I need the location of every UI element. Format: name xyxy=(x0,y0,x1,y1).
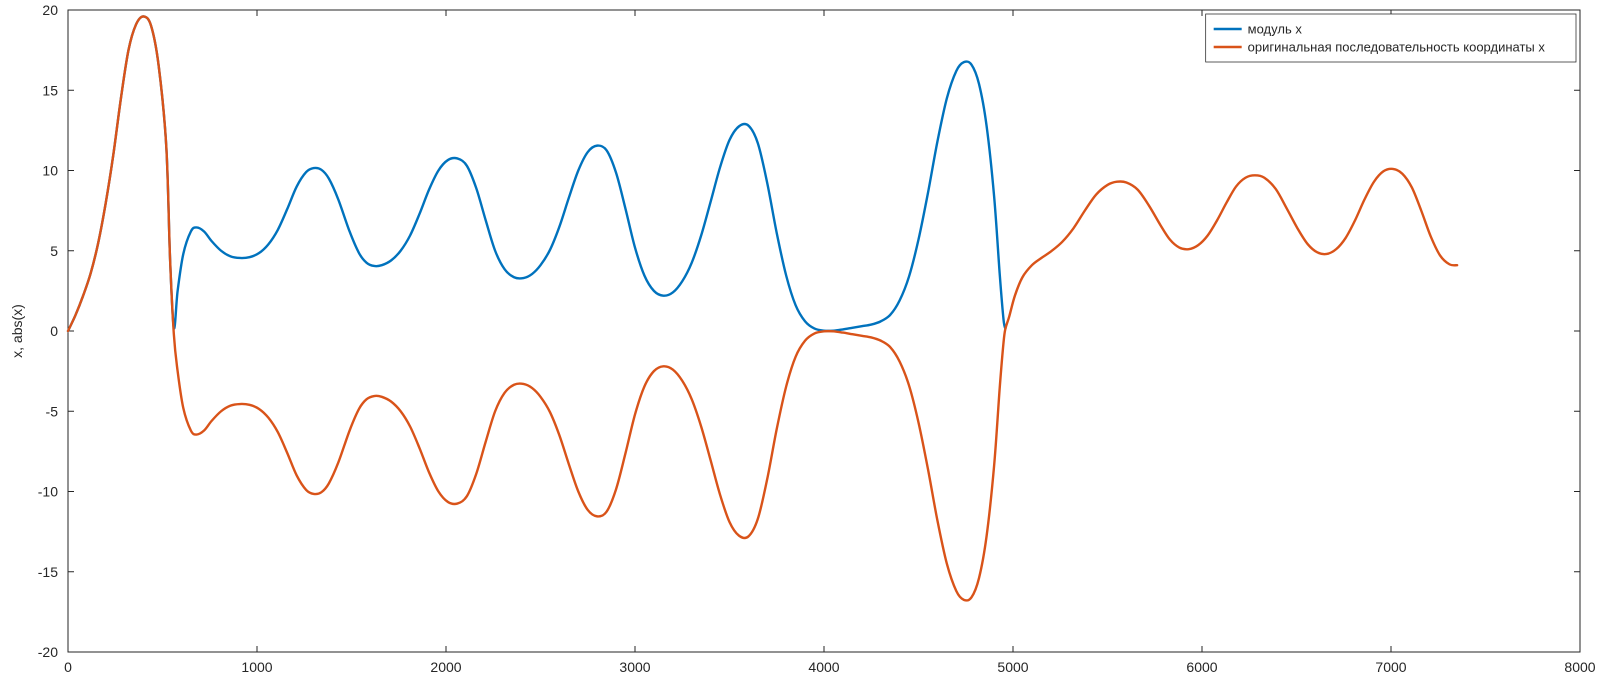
y-tick-label: 15 xyxy=(42,82,58,98)
series-line xyxy=(68,16,1005,331)
legend-item-label: оригинальная последовательность координа… xyxy=(1248,40,1546,55)
x-tick-label: 5000 xyxy=(997,659,1028,675)
y-tick-label: -20 xyxy=(38,644,58,660)
y-tick-label: 5 xyxy=(50,243,58,259)
legend: модуль x оригинальная последовательность … xyxy=(1206,14,1576,62)
legend-item-label: модуль x xyxy=(1248,22,1303,37)
chart-container: 0 1000 2000 3000 4000 5000 6000 7000 8000 -20 -15… xyxy=(0,0,1600,691)
chart-svg: 0 1000 2000 3000 4000 5000 6000 7000 8000 -20 -15… xyxy=(0,0,1600,691)
y-tick-label: 0 xyxy=(50,323,58,339)
x-tick-labels: 0 1000 2000 3000 4000 5000 6000 7000 8000 xyxy=(64,659,1596,675)
y-tick-labels: -20 -15 -10 -5 0 5 10 15 20 xyxy=(38,2,58,660)
x-tick-label: 3000 xyxy=(619,659,650,675)
y-tick-label: -15 xyxy=(38,564,58,580)
x-tick-label: 2000 xyxy=(430,659,461,675)
x-tick-label: 6000 xyxy=(1186,659,1217,675)
y-tick-label: -5 xyxy=(46,403,59,419)
x-tick-label: 1000 xyxy=(241,659,272,675)
y-tick-label: 20 xyxy=(42,2,58,18)
x-tick-label: 4000 xyxy=(808,659,839,675)
y-axis-label: x, abs(x) xyxy=(9,304,25,358)
x-tick-label: 8000 xyxy=(1564,659,1595,675)
y-tick-label: -10 xyxy=(38,484,58,500)
x-tick-label: 0 xyxy=(64,659,72,675)
y-tick-label: 10 xyxy=(42,163,58,179)
x-tick-label: 7000 xyxy=(1375,659,1406,675)
chart-series xyxy=(68,16,1457,600)
series-line xyxy=(68,16,1457,600)
